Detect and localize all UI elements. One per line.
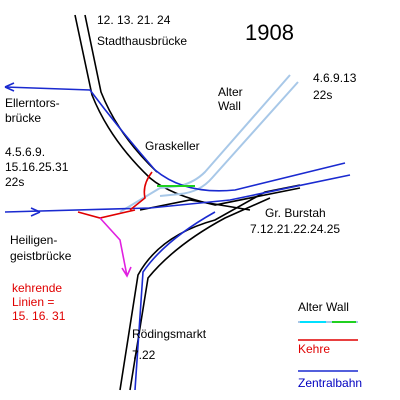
arrow [30, 207, 41, 217]
label: Rödingsmarkt [132, 327, 207, 341]
tracks [4, 14, 351, 391]
label: Ellerntors- [5, 96, 60, 110]
label: brücke [5, 111, 41, 125]
label: Stadthausbrücke [97, 34, 187, 48]
label: Graskeller [145, 139, 200, 153]
legend-label: Kehre [298, 342, 330, 356]
title: 1908 [245, 20, 294, 45]
label: geistbrücke [10, 249, 72, 263]
label: 4.5.6.9. [5, 145, 45, 159]
track [129, 197, 271, 391]
label: 7.12.21.22.24.25 [250, 222, 340, 236]
label: 12. 13. 21. 24 [97, 13, 171, 27]
legend-lines [298, 321, 358, 372]
label: 7.22 [132, 348, 156, 362]
label: Gr. Burstah [265, 206, 326, 220]
track-zentralbahn [4, 174, 351, 213]
track-turn [99, 217, 132, 278]
legend-label: Alter Wall [298, 300, 349, 314]
track [74, 14, 301, 206]
label: 22s [5, 175, 24, 189]
legend-label: Zentralbahn [298, 376, 362, 390]
track-zentralbahn [134, 211, 216, 391]
track-kehre [77, 171, 153, 219]
label: 15.16.25.31 [5, 160, 69, 174]
label: 22s [313, 88, 332, 102]
label: Linien = [12, 295, 54, 309]
track-zentralbahn [4, 86, 346, 192]
label: Wall [218, 99, 241, 113]
arrow [4, 82, 15, 92]
label: Alter [218, 85, 243, 99]
track [119, 184, 301, 391]
label: kehrende [12, 281, 62, 295]
label: Heiligen- [10, 233, 57, 247]
label: 15. 16. 31 [12, 309, 66, 323]
label: 4.6.9.13 [313, 71, 357, 85]
